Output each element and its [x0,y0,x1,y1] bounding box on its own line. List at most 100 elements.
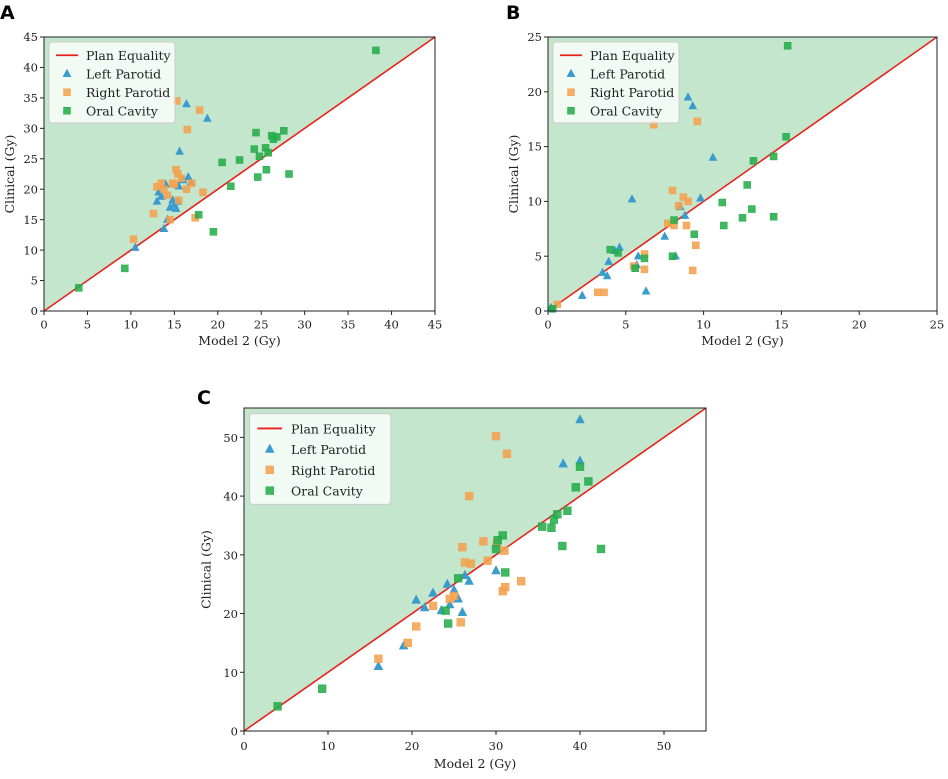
panel-a-y-tick-label: 15 [23,213,38,227]
panel-c-x-tick-label: 20 [405,739,420,753]
oral-cavity-point [235,156,244,164]
right-parotid-legend-swatch [63,88,71,96]
left-parotid-point [203,114,212,122]
oral-cavity-point [262,165,271,174]
panel-c-x-tick-label: 50 [657,739,672,753]
oral-cavity-legend-swatch [567,107,575,115]
panel-b-legend-box [552,41,680,124]
right-parotid-point [674,202,683,210]
oral-cavity-point [280,127,288,135]
left-parotid-point [604,256,613,265]
panel-a-y-tick-label: 40 [23,61,38,75]
panel-c-plan-equality-line [243,407,707,732]
panel-a-y-tick-label: 25 [23,152,38,166]
panel-b: B 0 5 10 15 20 25 0 5 10 15 20 25 Model 2 (Gy) Clinic… [506,2,944,348]
oral-cavity-point [538,522,547,531]
left-parotid-point [598,267,607,276]
oral-cavity-point [558,541,567,551]
panel-a-x-tick-label: 5 [84,318,91,332]
right-parotid-point [491,432,501,441]
panel-c-x-tick-label: 10 [321,739,336,753]
left-parotid-point [688,101,697,110]
right-parotid-point [129,235,138,243]
right-parotid-point [479,537,488,546]
panel-c: C 0 10 20 30 40 50 0 10 20 30 40 50 Model 2 (Gy) Clin… [197,387,707,771]
left-parotid-point [641,286,651,295]
right-parotid-point [412,622,421,631]
panel-c-x-tick-label: 0 [240,739,247,753]
left-parotid-legend-swatch [566,69,576,77]
oral-cavity-point [194,211,203,219]
right-parotid-legend-swatch [265,465,274,475]
panel-a-y-tick-label: 35 [23,91,38,105]
right-parotid-legend-label: Right Parotid [291,463,375,478]
oral-cavity-legend-label: Oral Cavity [86,103,159,118]
oral-cavity-point [441,606,450,615]
panel-a-x-tick-label: 10 [124,318,139,332]
left-parotid-point [660,231,669,240]
left-parotid-point [627,194,637,203]
right-parotid-point [174,196,183,204]
oral-cavity-point [501,568,510,577]
panel-c-y-tick-label: 50 [223,431,238,445]
panel-a-x-tick-label: 30 [297,318,312,332]
left-parotid-point [445,599,455,609]
oral-cavity-point [640,254,649,263]
oral-cavity-point [273,133,281,141]
panel-b-x-tick-label: 10 [696,318,711,332]
left-parotid-point [411,594,421,604]
oral-cavity-point [769,152,778,161]
panel-a-x-tick-label: 0 [40,318,47,332]
right-parotid-point [163,191,172,200]
panel-b-plan-equality-line [547,36,938,312]
oral-cavity-point [264,148,272,157]
oral-cavity-legend-label: Oral Cavity [590,103,663,118]
oral-cavity-point [769,212,778,221]
panel-a-y-tick-label: 0 [31,304,38,318]
right-parotid-point [374,654,383,663]
right-parotid-point [177,174,186,183]
panel-a-legend: Plan Equality Left Parotid Right Parotid Or… [48,41,176,124]
left-parotid-point [460,570,470,580]
left-parotid-point [602,271,612,280]
oral-cavity-point [443,619,453,628]
panel-c-y-tick-label: 10 [223,666,238,680]
right-parotid-point [466,559,475,568]
oral-cavity-point [720,221,728,230]
panel-b-series-right-parotid [553,117,702,309]
panel-a-legend-box [48,41,176,124]
panel-b-series-oral-cavity [548,42,792,313]
right-parotid-point [449,591,459,601]
right-parotid-point [600,288,608,297]
panel-a-y-tick-label: 10 [23,243,38,257]
left-parotid-legend-label: Left Parotid [291,442,366,457]
panel-c-series-oral-cavity [273,462,606,711]
oral-cavity-point [584,477,593,486]
right-parotid-point [464,491,474,501]
oral-cavity-point [250,145,259,153]
panel-a-y-axis-label: Clinical (Gy) [2,135,17,214]
left-parotid-point [175,146,184,155]
oral-cavity-legend-swatch [265,486,274,495]
panel-c-legend-box [249,413,392,505]
oral-cavity-point [631,264,639,273]
left-parotid-legend-label: Left Parotid [590,66,665,81]
panel-b-y-tick-label: 25 [527,30,542,44]
oral-cavity-point [218,158,226,167]
right-parotid-point [403,638,412,648]
panel-a-x-tick-label: 40 [384,318,399,332]
panel-a-y-tick-label: 45 [23,30,38,44]
right-parotid-point [640,265,649,274]
oral-cavity-point [252,128,260,137]
right-parotid-point [693,117,702,126]
oral-cavity-legend-swatch [63,107,71,115]
panel-a-letter: A [0,2,15,24]
right-parotid-point [182,185,191,193]
left-parotid-point [575,414,585,424]
oral-cavity-point [548,305,557,313]
left-parotid-point [464,576,474,585]
plan-equality-legend-label: Plan Equality [86,48,172,63]
right-parotid-point [679,193,688,201]
oral-cavity-point [317,684,327,693]
